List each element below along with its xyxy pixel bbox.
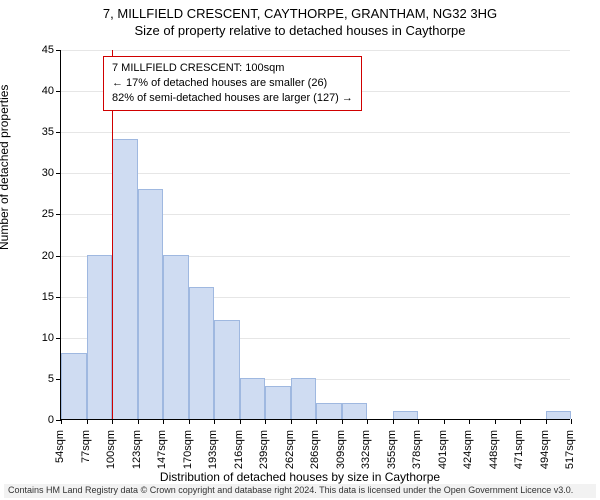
- x-tick-label: 286sqm: [309, 430, 321, 490]
- y-tick-mark: [56, 50, 61, 51]
- x-tick-label: 448sqm: [488, 430, 500, 490]
- x-tick-label: 193sqm: [207, 430, 219, 490]
- histogram-bar: [546, 411, 572, 419]
- x-tick-label: 517sqm: [564, 430, 576, 490]
- x-tick-mark: [163, 419, 164, 424]
- grid-line: [61, 50, 570, 51]
- x-tick-mark: [61, 419, 62, 424]
- y-tick-label: 20: [24, 250, 54, 262]
- chart-container: 7, MILLFIELD CRESCENT, CAYTHORPE, GRANTH…: [0, 0, 600, 500]
- y-tick-label: 40: [24, 85, 54, 97]
- annotation-line: 82% of semi-detached houses are larger (…: [112, 91, 353, 106]
- x-tick-label: 100sqm: [105, 430, 117, 490]
- y-tick-label: 15: [24, 291, 54, 303]
- annotation-line: ← 17% of detached houses are smaller (26…: [112, 76, 353, 91]
- y-tick-label: 25: [24, 208, 54, 220]
- annotation-line: 7 MILLFIELD CRESCENT: 100sqm: [112, 61, 353, 76]
- x-tick-label: 424sqm: [462, 430, 474, 490]
- histogram-bar: [316, 403, 342, 419]
- y-tick-label: 35: [24, 126, 54, 138]
- x-tick-label: 309sqm: [335, 430, 347, 490]
- x-tick-mark: [444, 419, 445, 424]
- x-tick-label: 77sqm: [80, 430, 92, 490]
- x-tick-mark: [138, 419, 139, 424]
- y-axis-title: Number of detached properties: [0, 85, 11, 250]
- x-tick-label: 332sqm: [360, 430, 372, 490]
- x-tick-mark: [495, 419, 496, 424]
- x-tick-mark: [265, 419, 266, 424]
- x-tick-mark: [87, 419, 88, 424]
- x-tick-mark: [112, 419, 113, 424]
- y-tick-mark: [56, 173, 61, 174]
- x-tick-mark: [571, 419, 572, 424]
- y-tick-mark: [56, 132, 61, 133]
- x-tick-label: 378sqm: [411, 430, 423, 490]
- y-tick-mark: [56, 256, 61, 257]
- histogram-bar: [240, 378, 266, 419]
- x-tick-label: 170sqm: [182, 430, 194, 490]
- histogram-bar: [393, 411, 419, 419]
- histogram-bar: [138, 189, 164, 419]
- y-tick-mark: [56, 214, 61, 215]
- histogram-bar: [87, 255, 113, 419]
- chart-subtitle: Size of property relative to detached ho…: [0, 21, 600, 38]
- x-tick-label: 147sqm: [156, 430, 168, 490]
- x-tick-label: 401sqm: [437, 430, 449, 490]
- x-tick-label: 216sqm: [233, 430, 245, 490]
- x-tick-label: 123sqm: [131, 430, 143, 490]
- y-tick-mark: [56, 338, 61, 339]
- histogram-bar: [265, 386, 291, 419]
- y-tick-mark: [56, 297, 61, 298]
- x-tick-label: 355sqm: [386, 430, 398, 490]
- histogram-bar: [61, 353, 87, 419]
- x-tick-mark: [189, 419, 190, 424]
- y-tick-label: 30: [24, 167, 54, 179]
- x-tick-mark: [393, 419, 394, 424]
- x-tick-label: 54sqm: [54, 430, 66, 490]
- x-tick-mark: [214, 419, 215, 424]
- x-tick-mark: [367, 419, 368, 424]
- y-tick-label: 5: [24, 373, 54, 385]
- x-tick-mark: [316, 419, 317, 424]
- footer-attribution: Contains HM Land Registry data © Crown c…: [4, 484, 596, 498]
- x-tick-label: 262sqm: [284, 430, 296, 490]
- y-tick-mark: [56, 91, 61, 92]
- grid-line: [61, 132, 570, 133]
- plot-area: 7 MILLFIELD CRESCENT: 100sqm← 17% of det…: [60, 50, 570, 420]
- histogram-bar: [342, 403, 368, 419]
- x-tick-mark: [291, 419, 292, 424]
- x-tick-mark: [469, 419, 470, 424]
- chart-title: 7, MILLFIELD CRESCENT, CAYTHORPE, GRANTH…: [0, 0, 600, 21]
- x-tick-label: 494sqm: [539, 430, 551, 490]
- x-tick-mark: [418, 419, 419, 424]
- x-tick-mark: [342, 419, 343, 424]
- histogram-bar: [112, 139, 138, 419]
- x-tick-label: 471sqm: [513, 430, 525, 490]
- y-tick-label: 10: [24, 332, 54, 344]
- y-axis-title-text: Number of detached properties: [0, 85, 11, 250]
- annotation-box: 7 MILLFIELD CRESCENT: 100sqm← 17% of det…: [103, 56, 362, 111]
- x-tick-mark: [520, 419, 521, 424]
- histogram-bar: [291, 378, 317, 419]
- y-tick-label: 45: [24, 44, 54, 56]
- histogram-bar: [163, 255, 189, 419]
- x-tick-mark: [240, 419, 241, 424]
- x-tick-mark: [546, 419, 547, 424]
- histogram-bar: [189, 287, 215, 419]
- y-tick-label: 0: [24, 414, 54, 426]
- x-tick-label: 239sqm: [258, 430, 270, 490]
- histogram-bar: [214, 320, 240, 419]
